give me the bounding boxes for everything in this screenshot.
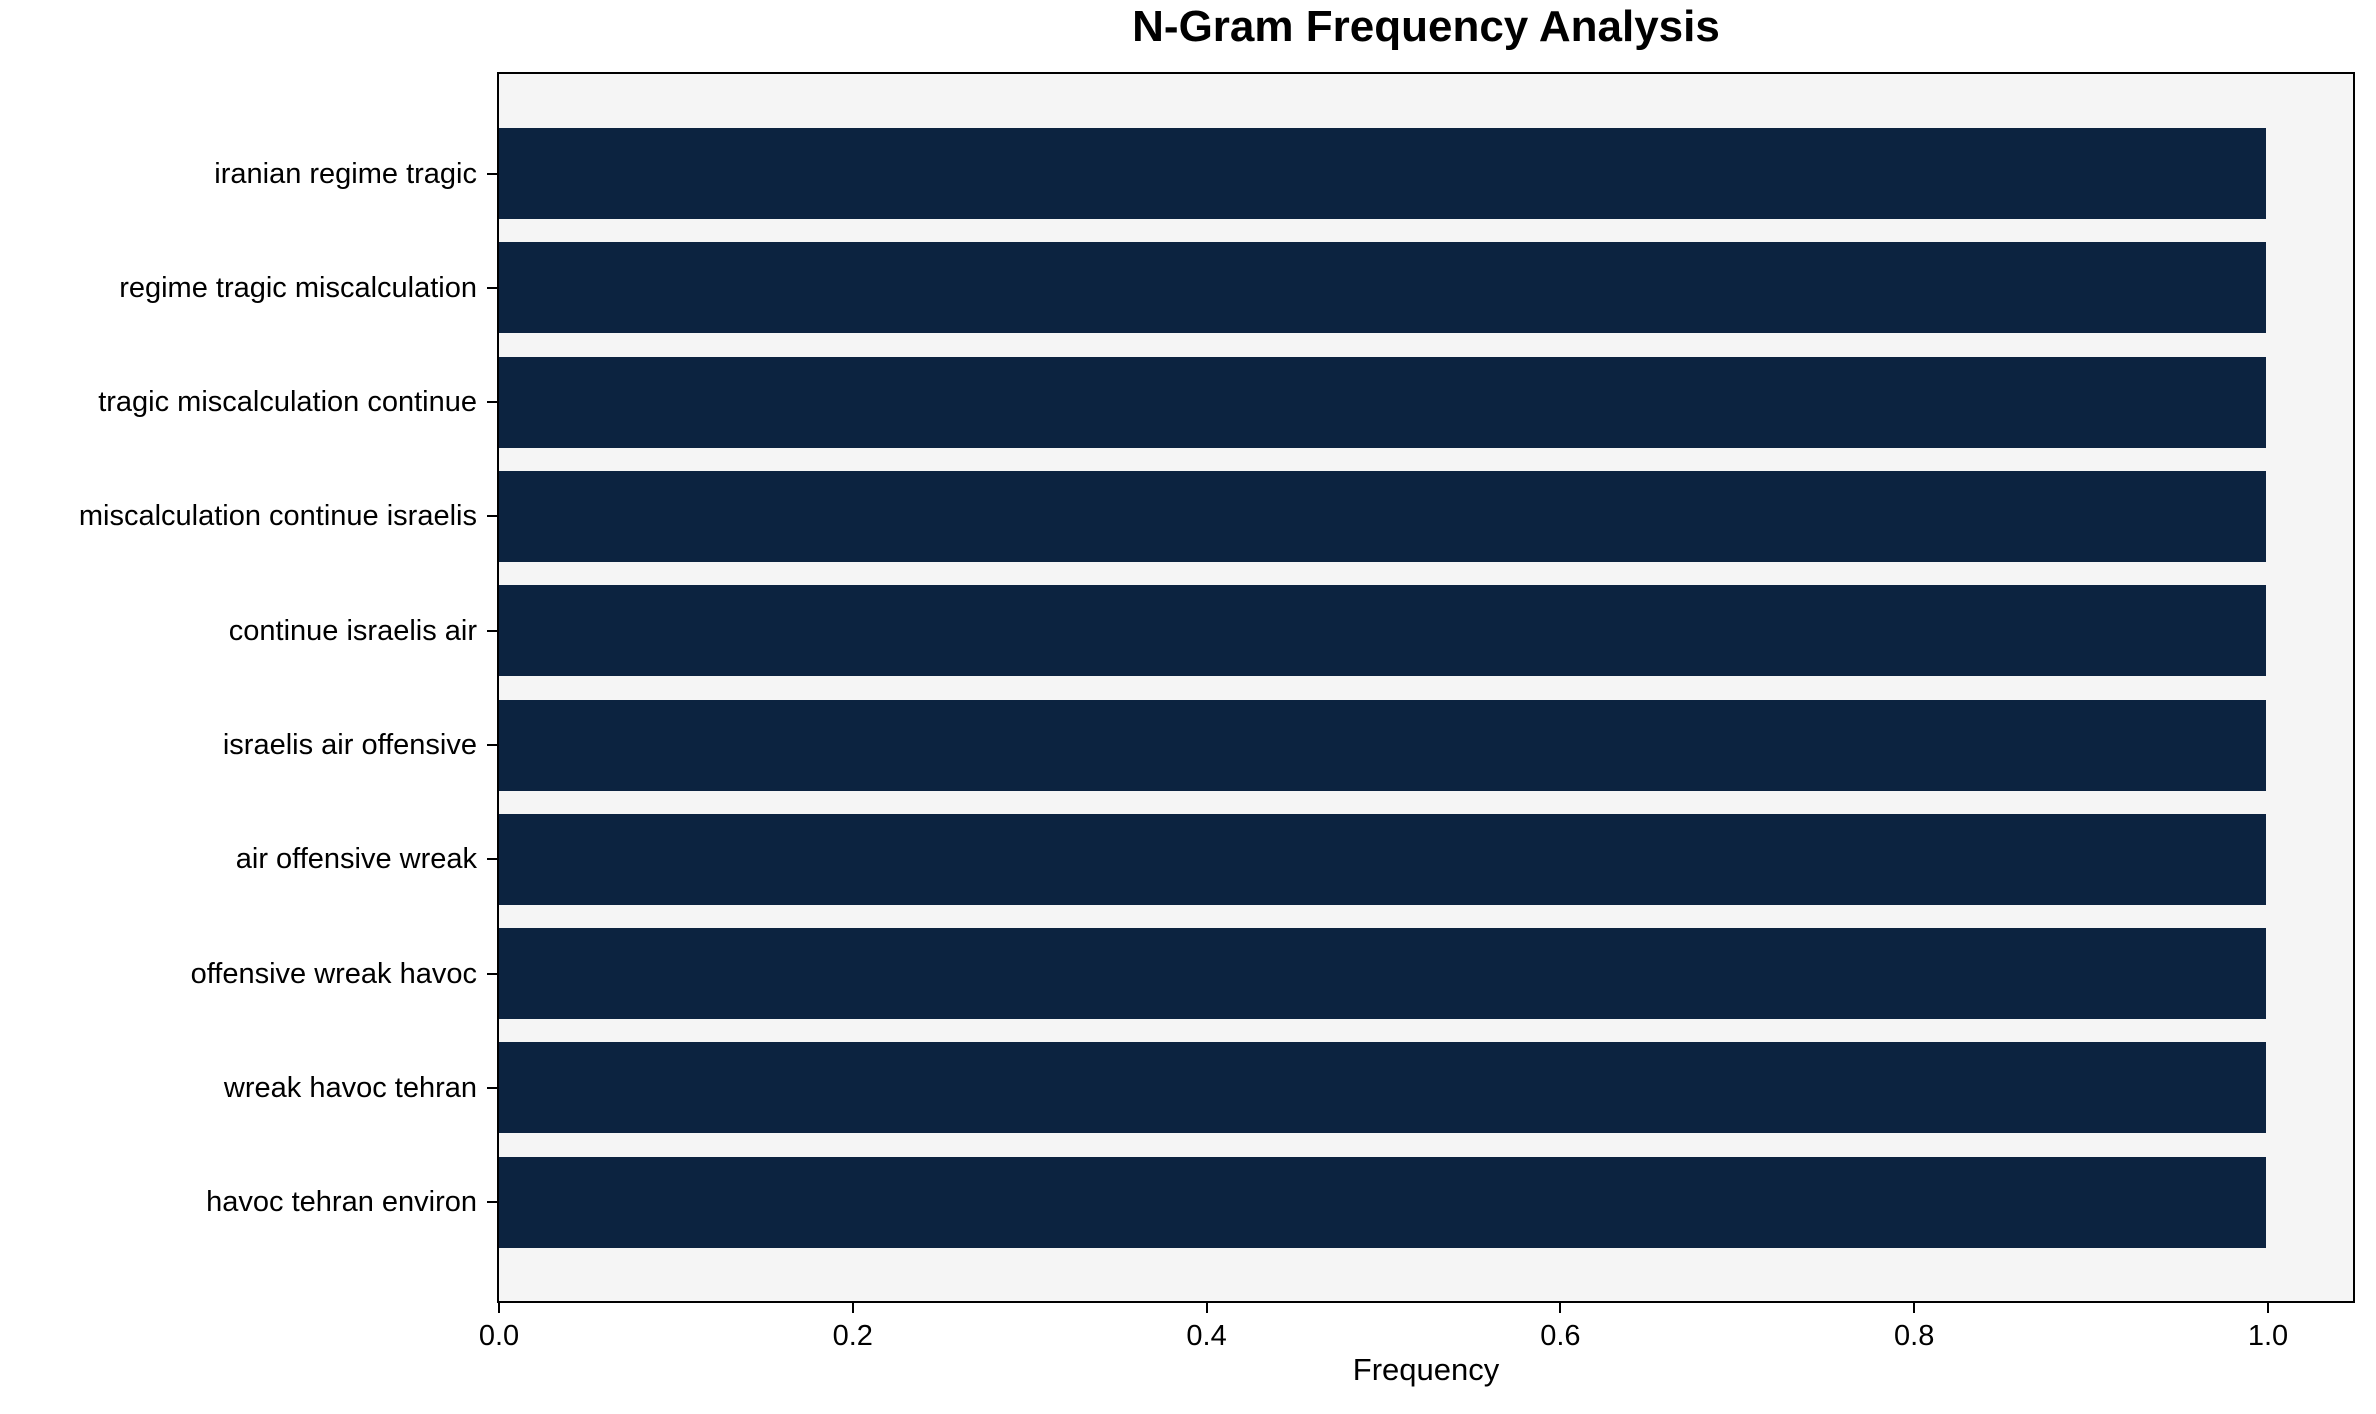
y-tick-label: air offensive wreak xyxy=(235,843,477,876)
x-tick-label: 0.0 xyxy=(478,1320,520,1352)
x-axis-title: Frequency xyxy=(1352,1352,1500,1387)
x-tick-mark xyxy=(498,1303,500,1313)
y-tick-label: regime tragic miscalculation xyxy=(119,271,477,304)
bars-layer xyxy=(499,74,2353,1301)
x-tick-label: 0.2 xyxy=(832,1320,873,1352)
y-tick-label: offensive wreak havoc xyxy=(190,957,477,990)
x-tick-mark xyxy=(1559,1303,1562,1313)
bar xyxy=(499,356,2266,448)
y-tick-mark xyxy=(487,629,497,632)
x-tick-label: 0.8 xyxy=(1894,1320,1935,1352)
y-tick-label: continue israelis air xyxy=(228,614,477,647)
x-tick-label: 0.4 xyxy=(1186,1320,1227,1352)
plot-area xyxy=(497,72,2355,1303)
y-tick-mark xyxy=(487,1086,497,1089)
y-tick-mark xyxy=(487,972,497,975)
y-tick-mark xyxy=(487,744,497,746)
bar xyxy=(499,242,2266,334)
y-tick-label: havoc tehran environ xyxy=(206,1186,477,1219)
bar xyxy=(499,128,2266,219)
x-tick-mark xyxy=(2267,1303,2269,1313)
x-tick-label: 0.6 xyxy=(1540,1320,1581,1352)
y-tick-label: tragic miscalculation continue xyxy=(98,386,477,419)
bar xyxy=(499,813,2266,905)
bar xyxy=(499,1156,2266,1248)
y-tick-mark xyxy=(487,286,497,289)
y-tick-label: wreak havoc tehran xyxy=(223,1071,477,1104)
bar xyxy=(499,699,2266,791)
bar xyxy=(499,928,2266,1020)
x-tick-mark xyxy=(1913,1303,1916,1313)
bar xyxy=(499,1042,2266,1134)
x-tick-label: 1.0 xyxy=(2247,1320,2289,1352)
y-tick-mark xyxy=(487,401,497,404)
y-tick-label: israelis air offensive xyxy=(222,729,477,761)
y-tick-label: miscalculation continue israelis xyxy=(78,500,477,533)
bar xyxy=(499,585,2266,677)
chart-title: N-Gram Frequency Analysis xyxy=(1132,2,1720,51)
y-tick-mark xyxy=(487,172,497,175)
y-tick-mark xyxy=(487,1201,497,1204)
y-tick-mark xyxy=(487,515,497,518)
y-tick-label: iranian regime tragic xyxy=(214,157,477,190)
y-tick-mark xyxy=(487,858,497,861)
bar xyxy=(499,470,2266,562)
x-tick-mark xyxy=(851,1303,854,1313)
x-tick-mark xyxy=(1205,1303,1208,1313)
